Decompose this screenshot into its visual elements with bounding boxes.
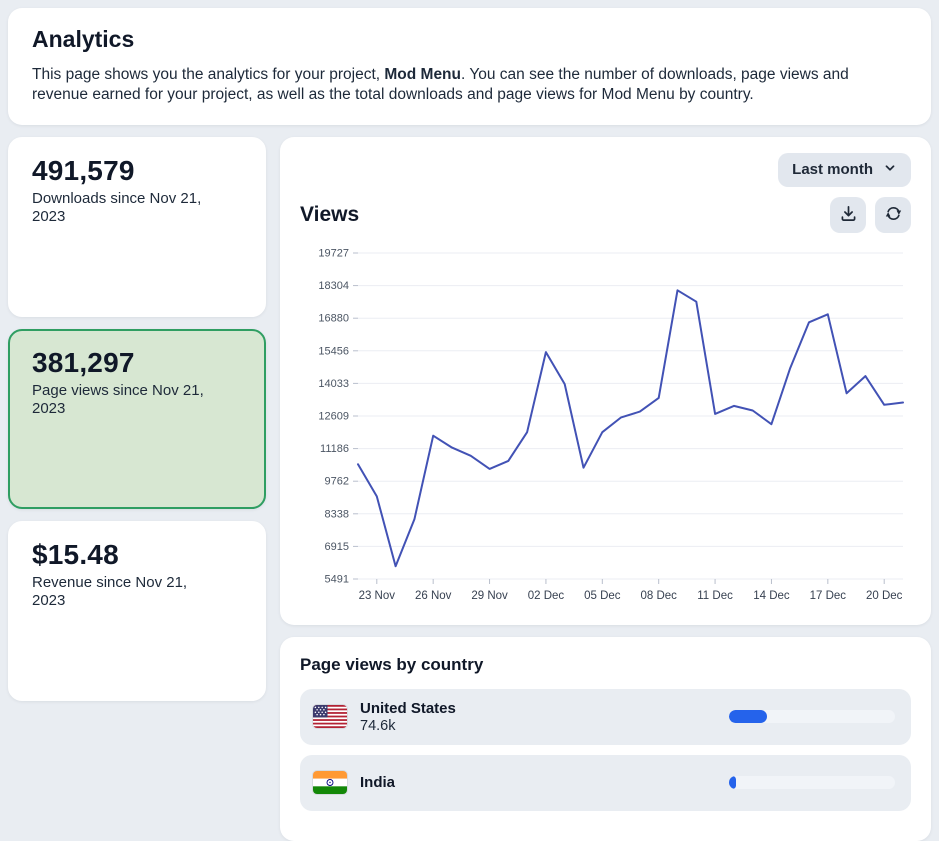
analytics-page: Analytics This page shows you the analyt… — [8, 8, 931, 841]
downloads-value: 491,579 — [32, 154, 135, 186]
svg-text:18304: 18304 — [318, 280, 349, 292]
country-info: United States 74.6k — [360, 700, 716, 734]
country-progress-bar — [729, 710, 895, 724]
svg-text:23 Nov: 23 Nov — [359, 590, 396, 602]
pageviews-label: Page views since Nov 21, 2023 — [32, 381, 204, 418]
svg-text:15456: 15456 — [318, 345, 349, 357]
country-row-united-states: United States 74.6k — [300, 688, 911, 745]
pageviews-value: 381,297 — [32, 346, 135, 378]
views-toolbar: Last month — [300, 152, 911, 187]
country-row-india: India — [300, 754, 911, 811]
revenue-label: Revenue since Nov 21, 2023 — [32, 573, 188, 610]
svg-text:11186: 11186 — [320, 443, 349, 455]
country-name: India — [360, 773, 396, 791]
page-description: This page shows you the analytics for yo… — [32, 65, 907, 105]
downloads-sparkline-chart — [10, 252, 264, 316]
country-progress-fill — [729, 710, 768, 724]
svg-text:29 Nov: 29 Nov — [471, 590, 508, 602]
countries-title: Page views by country — [300, 654, 484, 674]
time-range-dropdown[interactable]: Last month — [778, 152, 911, 187]
svg-text:5491: 5491 — [325, 573, 349, 585]
svg-text:16880: 16880 — [318, 312, 349, 324]
svg-text:12609: 12609 — [318, 410, 349, 422]
revenue-value: $15.48 — [32, 538, 119, 570]
country-info: India — [360, 774, 716, 792]
analytics-header-card: Analytics This page shows you the analyt… — [8, 8, 931, 125]
views-title: Views — [300, 202, 360, 226]
country-name: United States — [360, 699, 456, 717]
svg-text:9762: 9762 — [325, 475, 349, 487]
views-panel: Last month Views — [280, 136, 931, 625]
views-header-row: Views — [300, 196, 911, 233]
page-description-after: . You can see the number of downloads, p… — [32, 66, 849, 103]
svg-text:14 Dec: 14 Dec — [753, 590, 790, 602]
svg-text:17 Dec: 17 Dec — [810, 590, 847, 602]
stats-column: 491,579 Downloads since Nov 21, 2023 381… — [8, 136, 266, 701]
svg-text:08 Dec: 08 Dec — [640, 590, 677, 602]
svg-text:11 Dec: 11 Dec — [697, 590, 733, 602]
refresh-chart-button[interactable] — [875, 196, 911, 233]
time-range-label: Last month — [792, 161, 873, 179]
views-line-chart: 5491 6915 8338 9762 11186 12609 14033 15456 1688… — [318, 247, 904, 602]
countries-panel: Page views by country — [280, 636, 931, 841]
revenue-stat-card[interactable]: $15.48 Revenue since Nov 21, 2023 — [8, 520, 266, 701]
pageviews-sparkline-chart — [10, 444, 264, 508]
download-chart-button[interactable] — [830, 196, 866, 233]
downloads-label: Downloads since Nov 21, 2023 — [32, 189, 202, 226]
pageviews-stat-card[interactable]: 381,297 Page views since Nov 21, 2023 — [8, 328, 266, 509]
svg-text:02 Dec: 02 Dec — [528, 590, 565, 602]
svg-text:19727: 19727 — [318, 247, 349, 259]
svg-text:6915: 6915 — [325, 541, 349, 553]
svg-text:26 Nov: 26 Nov — [415, 590, 452, 602]
svg-text:20 Dec: 20 Dec — [866, 590, 903, 602]
refresh-icon — [884, 204, 903, 226]
downloads-stat-card[interactable]: 491,579 Downloads since Nov 21, 2023 — [8, 136, 266, 317]
chevron-down-icon — [883, 161, 897, 179]
revenue-sparkline-chart — [10, 636, 264, 700]
us-flag-icon — [313, 705, 347, 729]
page-description-before: This page shows you the analytics for yo… — [32, 66, 385, 83]
views-actions — [830, 196, 911, 233]
svg-text:8338: 8338 — [325, 508, 349, 520]
svg-text:05 Dec: 05 Dec — [584, 590, 621, 602]
project-name: Mod Menu — [384, 66, 461, 83]
india-flag-icon — [313, 771, 347, 795]
country-value: 74.6k — [360, 717, 396, 734]
content-area: 491,579 Downloads since Nov 21, 2023 381… — [8, 136, 931, 841]
svg-text:14033: 14033 — [318, 378, 349, 390]
page-title: Analytics — [32, 26, 135, 52]
country-progress-bar — [729, 776, 895, 790]
download-icon — [839, 204, 858, 226]
main-column: Last month Views — [280, 136, 931, 841]
country-progress-fill — [729, 776, 736, 790]
